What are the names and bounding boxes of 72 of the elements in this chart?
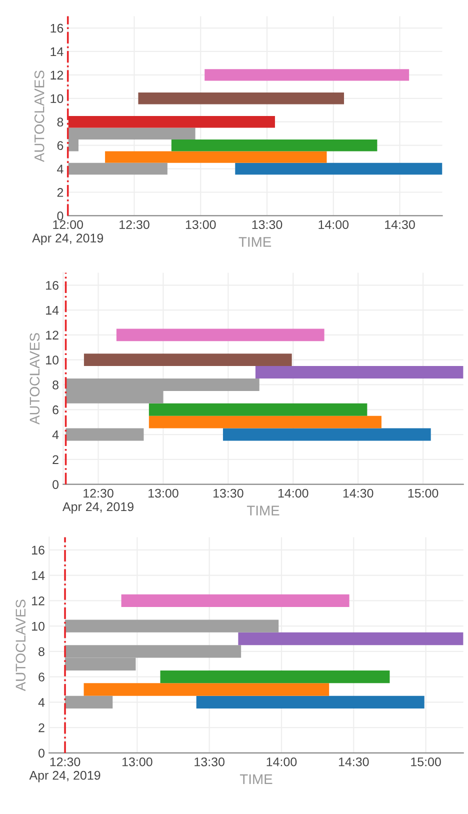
y-tick-label: 16: [32, 546, 44, 555]
y-tick-label: 16: [46, 280, 58, 290]
y-tick-label: 12: [50, 70, 64, 80]
bar: [68, 162, 168, 175]
y-tick-label: 10: [50, 94, 64, 104]
x-axis-title: TIME: [238, 237, 272, 247]
y-axis-title: AUTOCLAVES: [30, 333, 40, 425]
y-tick-label: 4: [52, 430, 59, 440]
bar: [121, 594, 350, 608]
x-tick-label: 13:00: [186, 220, 216, 230]
y-tick-label: 14: [50, 47, 64, 56]
x-tick-label: 14:00: [266, 757, 297, 766]
x-tick-label: 13:30: [213, 488, 244, 498]
bar: [148, 403, 368, 416]
bar: [65, 620, 279, 632]
y-tick-label: 4: [38, 698, 45, 707]
bar: [222, 428, 431, 441]
y-tick-label: 6: [52, 405, 58, 414]
y-tick-label: 14: [46, 306, 59, 315]
x-tick-label: 14:00: [278, 488, 308, 498]
x-tick-label: 12:30: [120, 220, 150, 230]
y-tick-label: 8: [52, 380, 58, 390]
y-tick-label: 6: [57, 141, 64, 150]
bar: [65, 696, 113, 709]
bar: [196, 696, 424, 709]
bar: [235, 162, 442, 175]
bar: [105, 151, 327, 163]
x-tick-label: 13:00: [122, 757, 152, 766]
y-tick-label: 6: [38, 672, 44, 682]
x-tick-label: 13:00: [148, 488, 178, 498]
x-tick-label: 14:00: [318, 220, 349, 230]
x-tick-label: 14:30: [338, 757, 369, 766]
bar: [84, 354, 292, 366]
x-axis-title: TIME: [240, 774, 272, 784]
x-tick-label: 12:00 Apr 24, 2019: [32, 220, 104, 245]
y-axis-title: AUTOCLAVES: [16, 600, 26, 692]
y-tick-label: 12: [32, 596, 44, 606]
x-tick-label: 13:30: [194, 757, 224, 766]
bar: [255, 366, 464, 379]
bar: [148, 416, 382, 428]
bar: [68, 116, 275, 128]
y-tick-label: 10: [46, 356, 59, 364]
y-tick-label: 2: [57, 188, 64, 197]
bar: [138, 92, 344, 104]
bar: [116, 328, 324, 342]
y-tick-label: 0: [57, 212, 64, 220]
bar: [204, 69, 410, 81]
bar: [160, 670, 390, 684]
y-tick-label: 4: [57, 164, 64, 174]
y-tick-label: 16: [50, 24, 64, 33]
y-tick-label: 2: [52, 455, 58, 464]
y-tick-label: 0: [38, 748, 44, 758]
x-tick-label: 12:30 Apr 24, 2019: [62, 488, 134, 514]
bar: [238, 632, 464, 646]
y-tick-label: 12: [46, 330, 58, 340]
x-tick-label: 15:00: [411, 757, 441, 766]
y-tick-label: 0: [52, 480, 59, 489]
x-tick-label: 12:30 Apr 24, 2019: [29, 757, 100, 782]
y-axis-title: AUTOCLAVES: [34, 70, 44, 162]
bar: [171, 139, 378, 152]
x-tick-label: 15:00: [408, 488, 438, 498]
x-tick-label: 14:30: [385, 220, 415, 230]
bar: [84, 683, 330, 696]
x-tick-label: 13:30: [252, 220, 282, 230]
y-tick-label: 14: [32, 571, 45, 580]
bar: [66, 428, 144, 441]
x-axis-title: TIME: [246, 506, 280, 516]
y-tick-label: 8: [38, 647, 44, 656]
y-tick-label: 8: [57, 118, 64, 127]
x-tick-label: 14:30: [343, 488, 374, 498]
y-tick-label: 2: [38, 723, 44, 732]
y-tick-label: 10: [32, 622, 44, 631]
